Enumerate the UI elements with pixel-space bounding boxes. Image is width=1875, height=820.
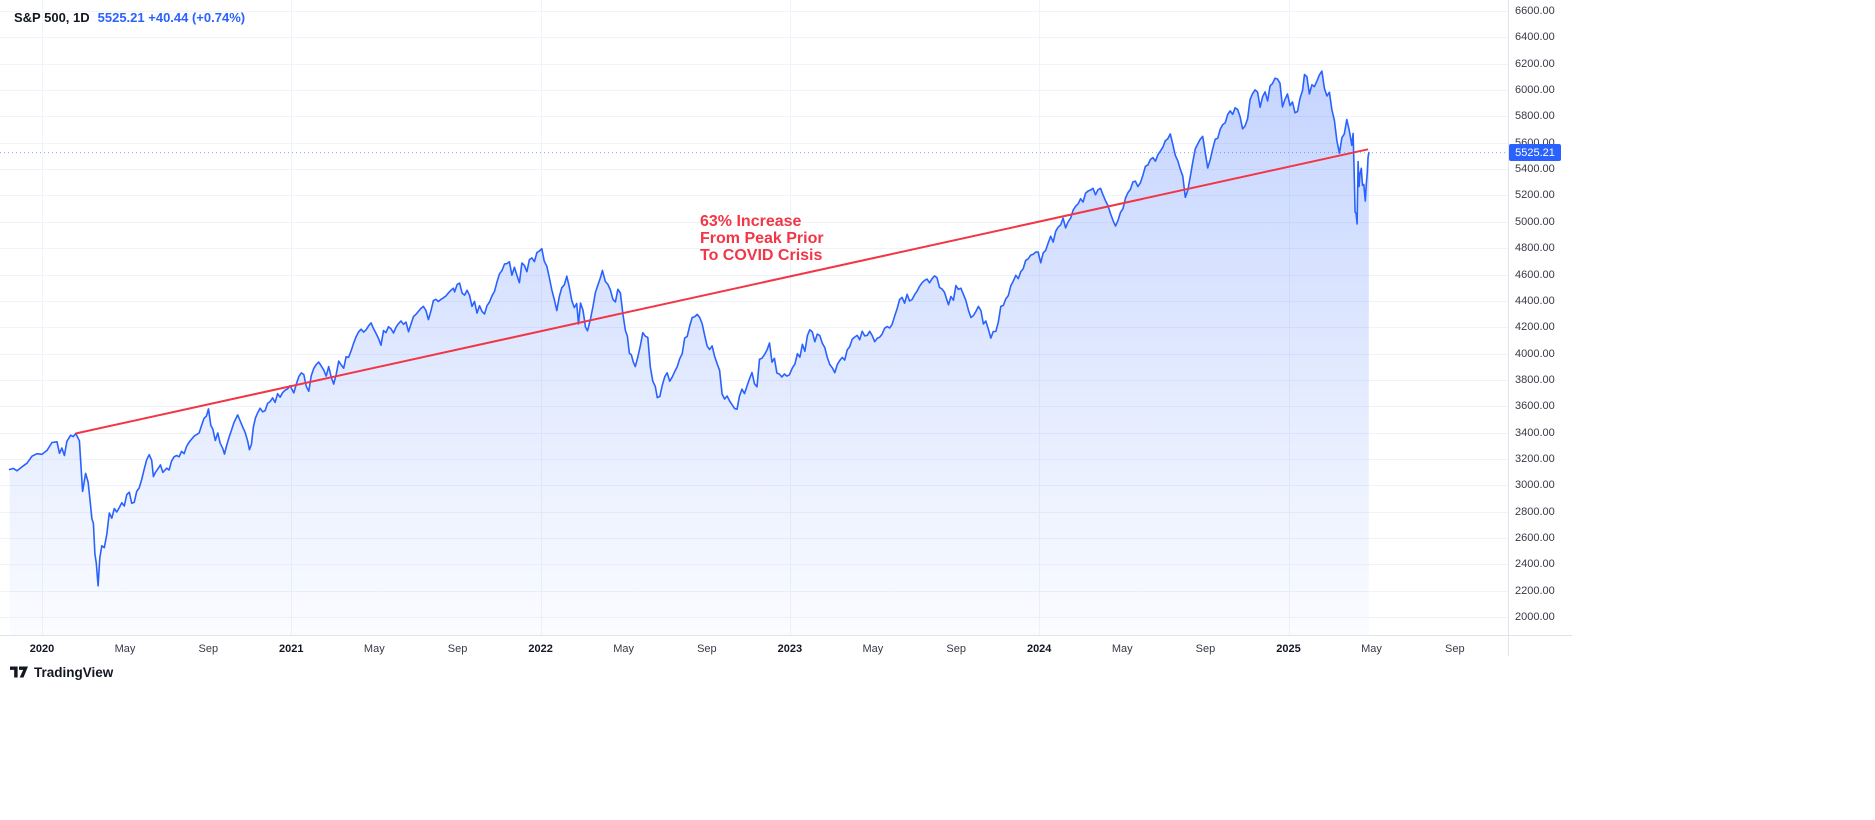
price-axis-label: 2400.00 <box>1515 558 1555 571</box>
time-axis-label: 2021 <box>279 643 304 655</box>
chart-plot-area[interactable]: S&P 500, 1D 5525.21 +40.44 (+0.74%) 63% I… <box>0 0 1508 635</box>
time-axis-label: Sep <box>1444 643 1465 655</box>
price-axis-label: 3200.00 <box>1515 452 1555 465</box>
price-axis-label: 4000.00 <box>1515 347 1555 360</box>
price-axis-label: 6600.00 <box>1515 5 1555 17</box>
time-axis-label: May <box>613 643 634 655</box>
annotation-line-3: To COVID Crisis <box>700 247 823 264</box>
price-axis-label: 6200.00 <box>1515 57 1555 70</box>
price-line-path <box>8 70 1370 587</box>
price-axis-separator <box>1508 0 1509 656</box>
price-axis-label: 3000.00 <box>1515 479 1555 492</box>
price-axis-label: 4600.00 <box>1515 268 1555 281</box>
time-axis-label: May <box>363 643 385 655</box>
annotation-line-1: 63% Increase <box>700 213 802 230</box>
time-axis-label: 2024 <box>1026 643 1052 655</box>
price-axis-label: 2000.00 <box>1515 611 1555 624</box>
time-axis-label: Sep <box>697 643 717 655</box>
trendline[interactable] <box>75 148 1369 435</box>
time-axis-label: 2022 <box>528 643 553 655</box>
time-axis-label: May <box>1361 643 1382 655</box>
price-axis-label: 5800.00 <box>1515 110 1555 123</box>
time-axis[interactable]: 2020 May Sep 2021 May Sep 2022 May Sep 2023 May Sep… <box>0 636 1508 664</box>
tradingview-watermark[interactable]: TradingView <box>10 663 113 681</box>
time-axis-label: 2023 <box>777 643 803 655</box>
time-axis-label: Sep <box>198 643 219 655</box>
time-axis-label: Sep <box>946 643 966 655</box>
last-price-badge: 5525.21 <box>1509 144 1561 162</box>
tradingview-logo-text: TradingView <box>34 664 114 680</box>
price-axis-label: 6400.00 <box>1515 31 1555 44</box>
time-axis-label: 2025 <box>1276 643 1301 655</box>
time-axis-separator <box>0 635 1572 636</box>
price-axis-label: 2600.00 <box>1515 532 1555 544</box>
price-axis-label: 5000.00 <box>1515 215 1555 228</box>
time-axis-label: May <box>114 643 136 655</box>
symbol-legend[interactable]: S&P 500, 1D 5525.21 +40.44 (+0.74%) <box>14 10 245 25</box>
price-axis-label: 4800.00 <box>1515 242 1555 255</box>
symbol-values: 5525.21 +40.44 (+0.74%) <box>97 10 246 25</box>
price-axis-label: 4200.00 <box>1515 321 1555 334</box>
price-axis-label: 5400.00 <box>1515 163 1555 176</box>
price-chart-svg <box>0 0 1508 635</box>
price-axis-label: 2200.00 <box>1515 584 1555 597</box>
price-axis-label: 3600.00 <box>1515 400 1555 413</box>
price-axis-label: 3800.00 <box>1515 373 1555 386</box>
price-axis-label: 3400.00 <box>1515 426 1555 439</box>
symbol-title[interactable]: S&P 500, 1D <box>14 10 90 25</box>
price-axis-label: 2800.00 <box>1515 505 1555 518</box>
time-axis-label: May <box>862 643 884 655</box>
price-axis[interactable]: 6600.00 6400.00 6200.00 6000.00 5800.00 5600.… <box>1509 0 1575 635</box>
tradingview-logo-icon <box>10 666 28 678</box>
time-axis-label: May <box>1111 643 1133 655</box>
time-axis-label: 2020 <box>29 643 55 655</box>
price-axis-label: 6000.00 <box>1515 84 1555 97</box>
annotation-line-2: From Peak Prior <box>700 230 824 247</box>
time-axis-label: Sep <box>1195 643 1216 655</box>
price-axis-label: 5200.00 <box>1515 189 1555 202</box>
trendline-annotation[interactable]: 63% Increase From Peak Prior To COVID Cr… <box>700 213 824 264</box>
price-axis-label: 4400.00 <box>1515 294 1555 307</box>
area-fill <box>9 71 1369 635</box>
time-axis-label: Sep <box>447 643 468 655</box>
